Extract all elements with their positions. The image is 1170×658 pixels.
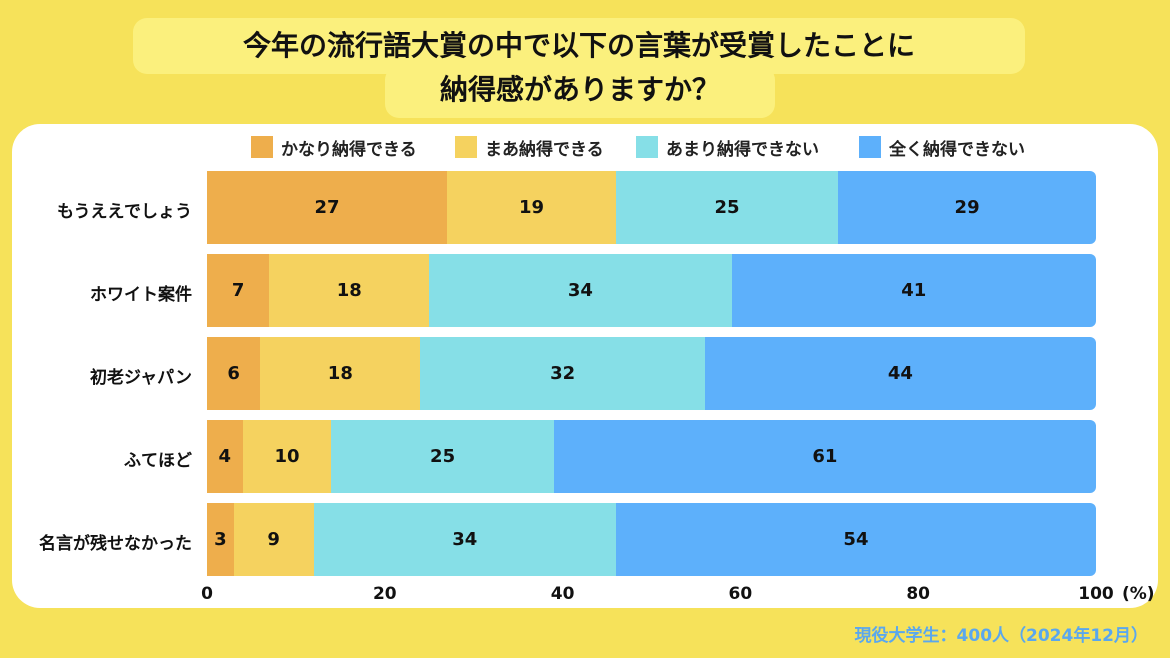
data-label: 61 bbox=[812, 446, 838, 467]
bar-segment: 19 bbox=[447, 171, 616, 244]
data-label: 25 bbox=[430, 446, 456, 467]
x-tick-label: 20 bbox=[372, 584, 397, 604]
data-label: 32 bbox=[550, 363, 576, 384]
legend-swatch bbox=[859, 136, 881, 158]
legend-label: 全く納得できない bbox=[889, 139, 1025, 160]
chart-title-line2: 納得感がありますか？ bbox=[385, 66, 775, 118]
category-label: 名言が残せなかった bbox=[39, 533, 192, 554]
data-label: 25 bbox=[714, 197, 740, 218]
legend-label: まあ納得できる bbox=[485, 139, 604, 160]
bar-segment: 44 bbox=[704, 337, 1096, 410]
bar-segment: 25 bbox=[615, 171, 839, 244]
bar-segment: 7 bbox=[207, 254, 270, 327]
title-area: 今年の流行語大賞の中で以下の言葉が受賞したことに 納得感がありますか？ bbox=[0, 0, 1170, 120]
data-label: 9 bbox=[267, 529, 280, 550]
bar-segment: 18 bbox=[260, 337, 421, 410]
data-label: 3 bbox=[214, 529, 227, 550]
bar-segment: 54 bbox=[615, 503, 1096, 576]
bar-segment: 25 bbox=[331, 420, 554, 493]
legend-swatch bbox=[636, 136, 658, 158]
category-label: ふてほど bbox=[124, 450, 192, 471]
bar-segment: 34 bbox=[313, 503, 616, 576]
legend-item: かなり納得できる bbox=[251, 133, 417, 161]
data-label: 54 bbox=[843, 529, 869, 550]
legend-item: あまり納得できない bbox=[636, 133, 819, 161]
x-tick-label: 40 bbox=[550, 584, 575, 604]
legend-swatch bbox=[251, 136, 273, 158]
bar-segment: 4 bbox=[207, 420, 243, 493]
x-tick-label: 80 bbox=[906, 584, 931, 604]
x-axis-unit: (%) bbox=[1122, 584, 1155, 604]
bar-segment: 61 bbox=[553, 420, 1096, 493]
bar-segment: 3 bbox=[207, 503, 234, 576]
data-label: 41 bbox=[901, 280, 927, 301]
x-tick-label: 60 bbox=[728, 584, 753, 604]
legend-label: かなり納得できる bbox=[281, 139, 417, 160]
category-label: もうええでしょう bbox=[57, 201, 192, 222]
x-tick-label: 100 bbox=[1078, 584, 1114, 604]
bar-segment: 32 bbox=[420, 337, 705, 410]
data-label: 27 bbox=[314, 197, 340, 218]
survey-note: 現役大学生：400人（2024年12月） bbox=[854, 626, 1148, 646]
data-label: 34 bbox=[567, 280, 593, 301]
data-label: 44 bbox=[887, 363, 913, 384]
bar-segment: 27 bbox=[207, 171, 448, 244]
x-tick-label: 0 bbox=[201, 584, 213, 604]
legend-label: あまり納得できない bbox=[666, 139, 819, 160]
data-label: 6 bbox=[227, 363, 240, 384]
data-label: 18 bbox=[336, 280, 362, 301]
legend: かなり納得できる まあ納得できる あまり納得できない 全く納得できない bbox=[0, 133, 1170, 161]
bar-segment: 41 bbox=[731, 254, 1096, 327]
legend-swatch bbox=[455, 136, 477, 158]
data-label: 10 bbox=[274, 446, 300, 467]
category-label: 初老ジャパン bbox=[90, 367, 192, 388]
bar-segment: 34 bbox=[429, 254, 732, 327]
legend-item: 全く納得できない bbox=[859, 133, 1025, 161]
bar-segment: 10 bbox=[242, 420, 332, 493]
data-label: 34 bbox=[452, 529, 478, 550]
data-label: 29 bbox=[954, 197, 980, 218]
category-label: ホワイト案件 bbox=[90, 284, 192, 305]
data-label: 19 bbox=[518, 197, 544, 218]
data-label: 7 bbox=[231, 280, 245, 301]
bar-segment: 9 bbox=[233, 503, 314, 576]
chart-title-line1: 今年の流行語大賞の中で以下の言葉が受賞したことに bbox=[133, 18, 1025, 74]
bar-segment: 18 bbox=[269, 254, 430, 327]
bar-segment: 29 bbox=[838, 171, 1096, 244]
data-label: 4 bbox=[218, 446, 232, 467]
bar-segment: 6 bbox=[207, 337, 261, 410]
legend-item: まあ納得できる bbox=[455, 133, 604, 161]
data-label: 18 bbox=[327, 363, 353, 384]
